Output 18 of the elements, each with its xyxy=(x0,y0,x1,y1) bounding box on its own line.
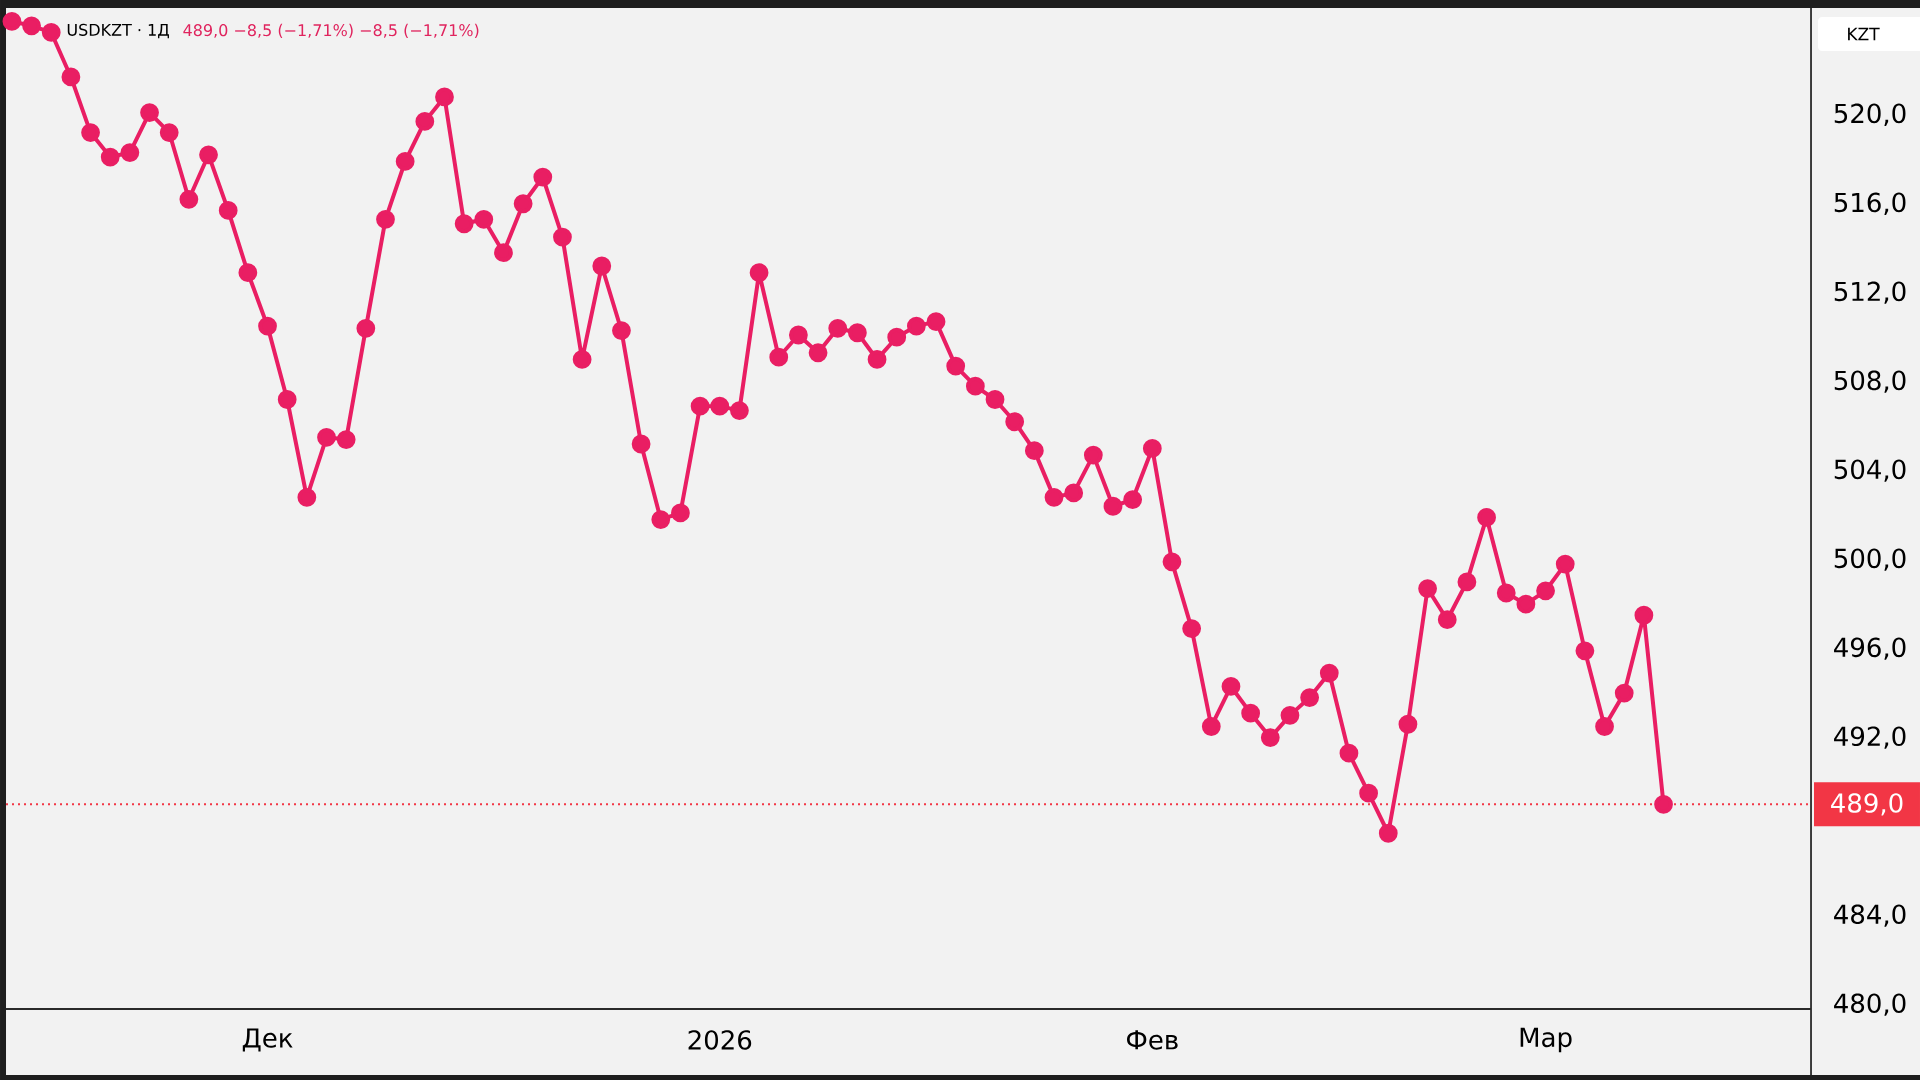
text: 489,0 −8,5 (−1,71%) −8,5 (−1,71%) xyxy=(183,23,479,39)
x-tick-label: Дек xyxy=(242,1028,293,1052)
text: USDKZT · 1Д xyxy=(67,23,169,39)
ref-line-label: 489,0 xyxy=(1831,793,1903,816)
y-tick-label: 496,0 xyxy=(1834,637,1906,660)
y-axis-title: KZT xyxy=(1848,27,1880,41)
y-tick-label: 480,0 xyxy=(1834,993,1906,1016)
x-tick-label: 2026 xyxy=(688,1030,752,1050)
y-tick-label: 512,0 xyxy=(1834,281,1906,304)
y-tick-label: 516,0 xyxy=(1834,192,1906,215)
y-tick-label: 504,0 xyxy=(1834,459,1906,482)
x-tick-label: Мар xyxy=(1520,1027,1572,1053)
y-tick-label: 492,0 xyxy=(1834,726,1906,749)
y-tick-label: 484,0 xyxy=(1834,904,1906,927)
y-tick-label: 500,0 xyxy=(1834,548,1906,571)
y-tick-label: 508,0 xyxy=(1834,370,1906,393)
y-tick-label: 520,0 xyxy=(1834,103,1906,126)
x-tick-label: Фев xyxy=(1127,1030,1178,1050)
